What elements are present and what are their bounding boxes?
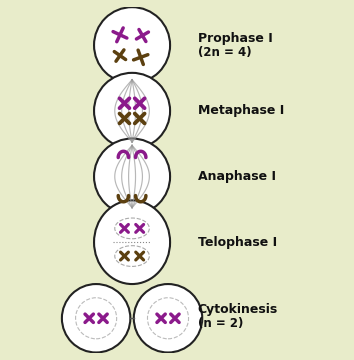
Circle shape: [94, 7, 170, 83]
Text: (n = 2): (n = 2): [198, 317, 243, 330]
Circle shape: [94, 73, 170, 149]
Text: Telophase I: Telophase I: [198, 236, 277, 249]
Circle shape: [62, 284, 130, 352]
Ellipse shape: [94, 201, 170, 284]
Text: Metaphase I: Metaphase I: [198, 104, 284, 117]
Text: Anaphase I: Anaphase I: [198, 170, 276, 183]
Circle shape: [134, 284, 202, 352]
Circle shape: [94, 139, 170, 215]
Text: (2n = 4): (2n = 4): [198, 46, 251, 59]
Text: Prophase I: Prophase I: [198, 32, 273, 45]
Text: Cytokinesis: Cytokinesis: [198, 303, 278, 316]
